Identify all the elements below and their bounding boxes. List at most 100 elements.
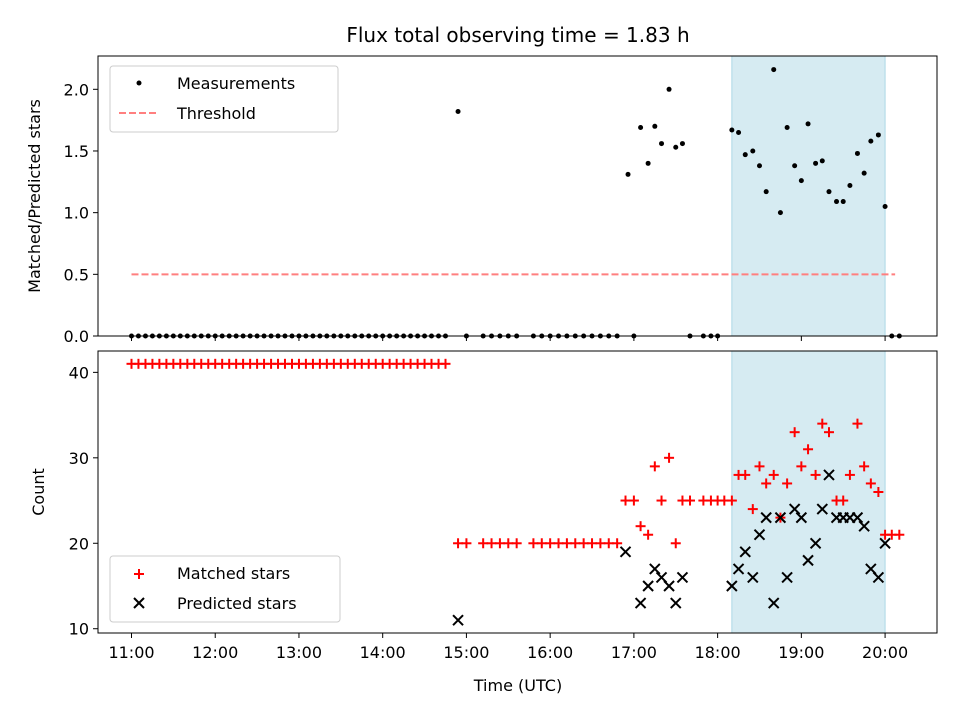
measurement-point (854, 150, 860, 156)
measurement-point (834, 199, 840, 205)
x-axis-label: Time (UTC) (473, 676, 562, 695)
predicted-stars-point (634, 597, 647, 609)
measurement-point (673, 144, 679, 150)
matched-stars-point (536, 538, 547, 549)
matched-stars-point (796, 461, 807, 472)
matched-stars-point (873, 487, 884, 497)
matched-stars-point (603, 538, 614, 549)
measurement-point (625, 171, 631, 177)
matched-stars-point (643, 529, 654, 540)
y-tick-label: 30 (69, 449, 89, 468)
x-tick-label: 19:00 (778, 643, 824, 662)
matched-stars-point (612, 538, 623, 549)
predicted-stars-point (732, 563, 745, 575)
matched-stars-point (782, 478, 793, 489)
matched-stars-point (528, 538, 539, 549)
top-panel-frame (97, 55, 938, 337)
predicted-stars-point (879, 537, 891, 549)
matched-stars-point (461, 538, 472, 549)
x-tick-label: 12:00 (192, 643, 238, 662)
top-shaded-interval (731, 55, 886, 337)
x-tick-label: 20:00 (862, 643, 908, 662)
matched-stars-point (817, 418, 828, 429)
predicted-stars-point (872, 571, 885, 584)
matched-stars-point (740, 469, 751, 480)
predicted-stars-point (809, 537, 822, 549)
x-tick-label: 18:00 (695, 643, 741, 662)
bottom-x-axis-ticks: 11:00 12:00 13:00 14:00 15:00 16:00 17:00 18:00… (108, 633, 908, 662)
matched-stars-point (894, 529, 905, 540)
matched-stars-point (587, 538, 598, 549)
legend-measurements-label: Measurements (177, 74, 295, 93)
matched-stars-point (503, 538, 514, 549)
top-y-axis-ticks: 0.0 0.5 1.0 1.5 2.0 (64, 80, 98, 346)
measurement-point (729, 127, 735, 133)
legend-predicted-marker (133, 597, 145, 609)
x-tick-label: 11:00 (108, 643, 154, 662)
shaded-interval-rect (731, 55, 886, 337)
matched-stars-point (726, 495, 737, 506)
y-tick-label: 0.0 (64, 327, 89, 346)
top-y-axis-label: Matched/Predicted stars (25, 99, 44, 293)
top-legend-box (109, 65, 339, 133)
predicted-stars-point (753, 529, 766, 541)
bottom-legend: Matched stars Predicted stars (109, 555, 341, 623)
predicted-stars-point (649, 563, 661, 575)
y-tick-label: 0.5 (64, 265, 89, 284)
matched-stars-point (747, 504, 758, 515)
matched-stars-point (859, 461, 870, 472)
measurement-point (826, 189, 832, 195)
top-panel-series (128, 67, 902, 339)
measurement-point (638, 125, 644, 131)
matched-stars-point (561, 538, 572, 549)
y-tick-label: 2.0 (64, 80, 89, 99)
y-tick-label: 1.5 (64, 142, 89, 161)
matched-stars-point (553, 538, 564, 549)
predicted-stars-point (726, 580, 738, 592)
matched-stars-point (768, 469, 779, 480)
measurement-point (882, 203, 888, 209)
predicted-stars-point (452, 614, 464, 626)
legend-matched-label: Matched stars (177, 564, 290, 583)
top-legend: Measurements Threshold (109, 65, 339, 133)
measurement-point (819, 158, 825, 164)
matched-stars-point (754, 461, 765, 472)
measurement-point (659, 141, 665, 147)
legend-predicted-label: Predicted stars (177, 594, 297, 613)
predicted-stars-point (788, 503, 801, 515)
matched-stars-point (440, 358, 451, 369)
x-tick-label: 17:00 (611, 643, 657, 662)
measurement-point (666, 86, 672, 92)
matched-stars-point (664, 452, 675, 463)
predicted-stars-point (619, 546, 632, 558)
matched-stars-point (789, 427, 800, 438)
matched-stars-point (545, 538, 556, 549)
predicted-stars-point (823, 469, 835, 481)
matched-stars-point (810, 469, 821, 480)
measurement-point (861, 170, 867, 176)
measurement-point (868, 138, 874, 144)
predicted-stars-point (802, 554, 814, 567)
matched-stars-point (595, 538, 606, 549)
predicted-stars-point (739, 546, 751, 558)
shaded-interval-rect (731, 350, 886, 634)
measurement-point (847, 183, 853, 189)
matched-stars-point (486, 538, 497, 549)
measurement-point (763, 189, 769, 195)
matched-stars-point (684, 495, 695, 506)
matched-stars-point (844, 469, 855, 480)
measurement-point (777, 210, 783, 216)
x-tick-label: 15:00 (443, 643, 489, 662)
bottom-panel-frame (97, 350, 938, 634)
predicted-stars-point (760, 511, 772, 524)
matched-stars-point (852, 418, 863, 429)
y-tick-label: 1.0 (64, 204, 89, 223)
matched-stars-point (656, 495, 667, 506)
x-tick-label: 14:00 (360, 643, 406, 662)
matched-stars-point (838, 495, 849, 506)
measurement-point (679, 141, 685, 147)
matched-stars-point (628, 495, 639, 506)
matched-stars-point (823, 427, 834, 438)
predicted-stars-point (781, 571, 793, 584)
